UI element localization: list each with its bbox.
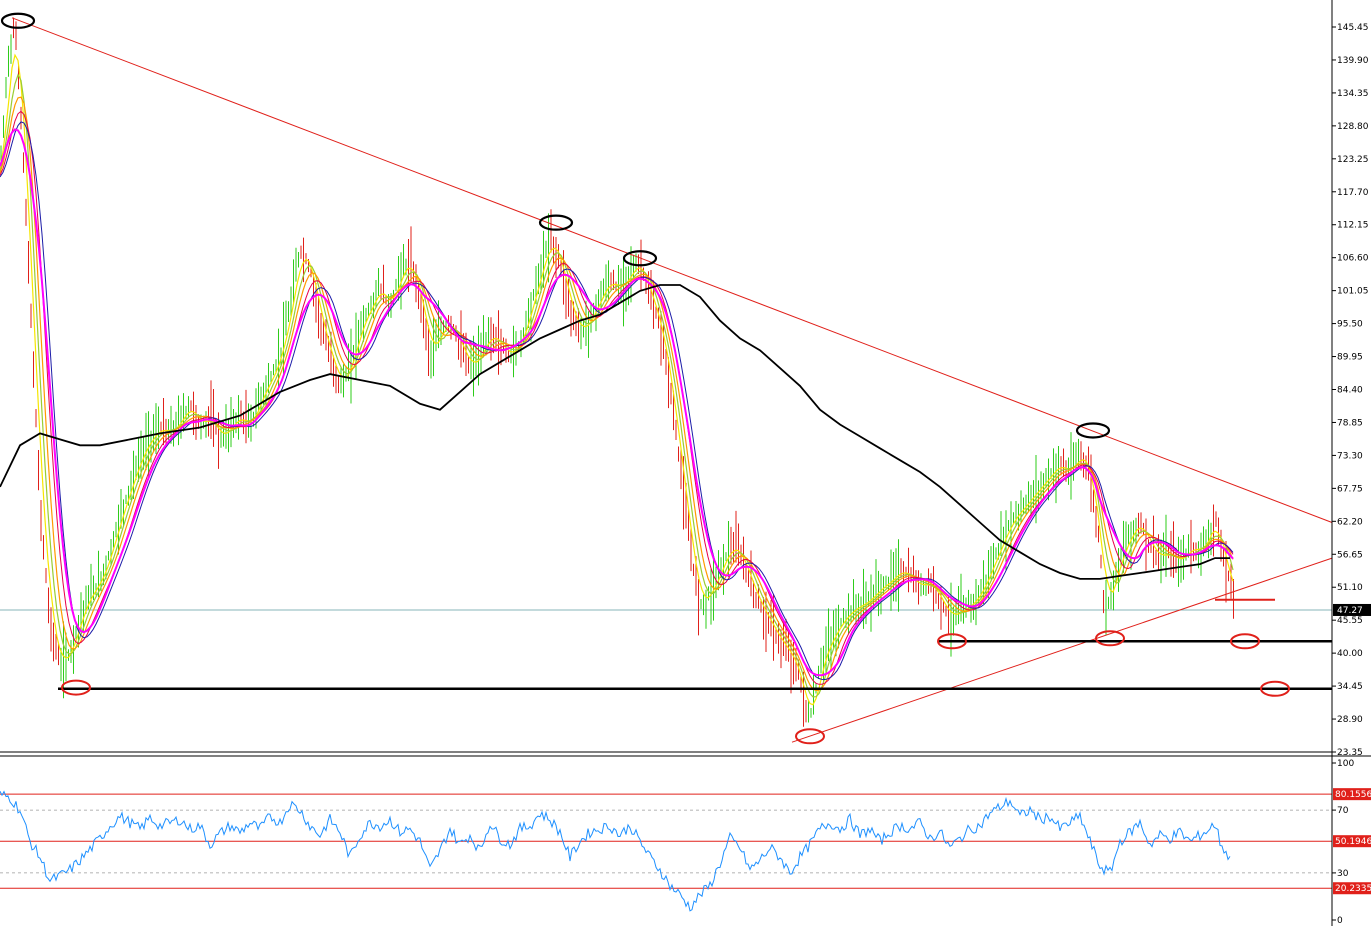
price-tick-label: 101.05 <box>1337 287 1369 297</box>
ma-magenta-line <box>0 128 1234 677</box>
price-tick-label: 62.20 <box>1337 517 1363 527</box>
marked-high-ellipse <box>622 250 658 267</box>
marked-high-ellipse <box>538 214 574 231</box>
price-tick-label: 145.45 <box>1337 23 1369 33</box>
marked-high-ellipse <box>0 12 36 29</box>
price-tick-label: 34.45 <box>1337 682 1363 692</box>
rsi-tick-label: 30 <box>1337 869 1349 879</box>
rsi-level-badge <box>1333 788 1371 801</box>
price-tick-label: 23.35 <box>1337 748 1363 758</box>
ma-black-line <box>0 284 1230 580</box>
trendline-support <box>791 557 1333 743</box>
rsi-level-label: 80.1556 <box>1335 790 1371 800</box>
price-tick-label: 139.90 <box>1337 56 1369 66</box>
price-tick-label: 128.80 <box>1337 122 1369 132</box>
price-tick-label: 106.60 <box>1337 254 1369 264</box>
marked-low-ellipse <box>61 679 91 696</box>
marked-low-ellipse <box>937 633 967 650</box>
price-tick-label: 78.85 <box>1337 418 1363 428</box>
marked-low-ellipse <box>1230 633 1260 650</box>
ma-red-line <box>0 110 1234 685</box>
price-axis: 145.45 139.90 134.35 128.80 123.25 117.70 112.… <box>1331 0 1371 926</box>
marked-low-ellipse <box>795 728 825 745</box>
price-tick-label: 67.75 <box>1337 484 1363 494</box>
rsi-level-label: 50.1946 <box>1335 837 1371 847</box>
price-panel-background <box>0 0 1332 752</box>
price-tick-label: 123.25 <box>1337 155 1369 165</box>
price-tick-label: 84.40 <box>1337 386 1363 396</box>
rsi-level-badge <box>1333 835 1371 848</box>
marked-high-ellipse <box>1075 422 1111 439</box>
price-tick-label: 56.65 <box>1337 550 1363 560</box>
price-tick-label: 51.10 <box>1337 583 1363 593</box>
marked-low-ellipse <box>1095 630 1125 647</box>
price-tick-label: 89.95 <box>1337 353 1363 363</box>
price-tick-label: 117.70 <box>1337 188 1369 198</box>
rsi-line <box>0 790 1231 912</box>
rsi-tick-label: 100 <box>1337 759 1354 769</box>
rsi-level-label: 20.2335 <box>1335 884 1371 894</box>
ma-yellow-line <box>0 53 1234 706</box>
current-price-badge <box>1333 603 1371 616</box>
price-tick-label: 45.55 <box>1337 616 1363 626</box>
rsi-panel[interactable] <box>0 790 1332 912</box>
rsi-level-badge <box>1333 882 1371 895</box>
price-tick-label: 73.30 <box>1337 451 1363 461</box>
ma-orange-line <box>0 96 1234 692</box>
trendline-resistance <box>11 17 1333 523</box>
rsi-tick-label: 0 <box>1337 916 1343 926</box>
price-tick-label: 40.00 <box>1337 649 1363 659</box>
rsi-tick-label: 70 <box>1337 806 1349 816</box>
price-panel[interactable] <box>0 0 1371 757</box>
marked-low-ellipse <box>1260 680 1290 697</box>
price-tick-label: 112.15 <box>1337 221 1369 231</box>
price-tick-label: 95.50 <box>1337 320 1363 330</box>
price-tick-label: 134.35 <box>1337 89 1369 99</box>
price-tick-label: 28.90 <box>1337 715 1363 725</box>
current-price-label: 47.27 <box>1337 606 1363 616</box>
